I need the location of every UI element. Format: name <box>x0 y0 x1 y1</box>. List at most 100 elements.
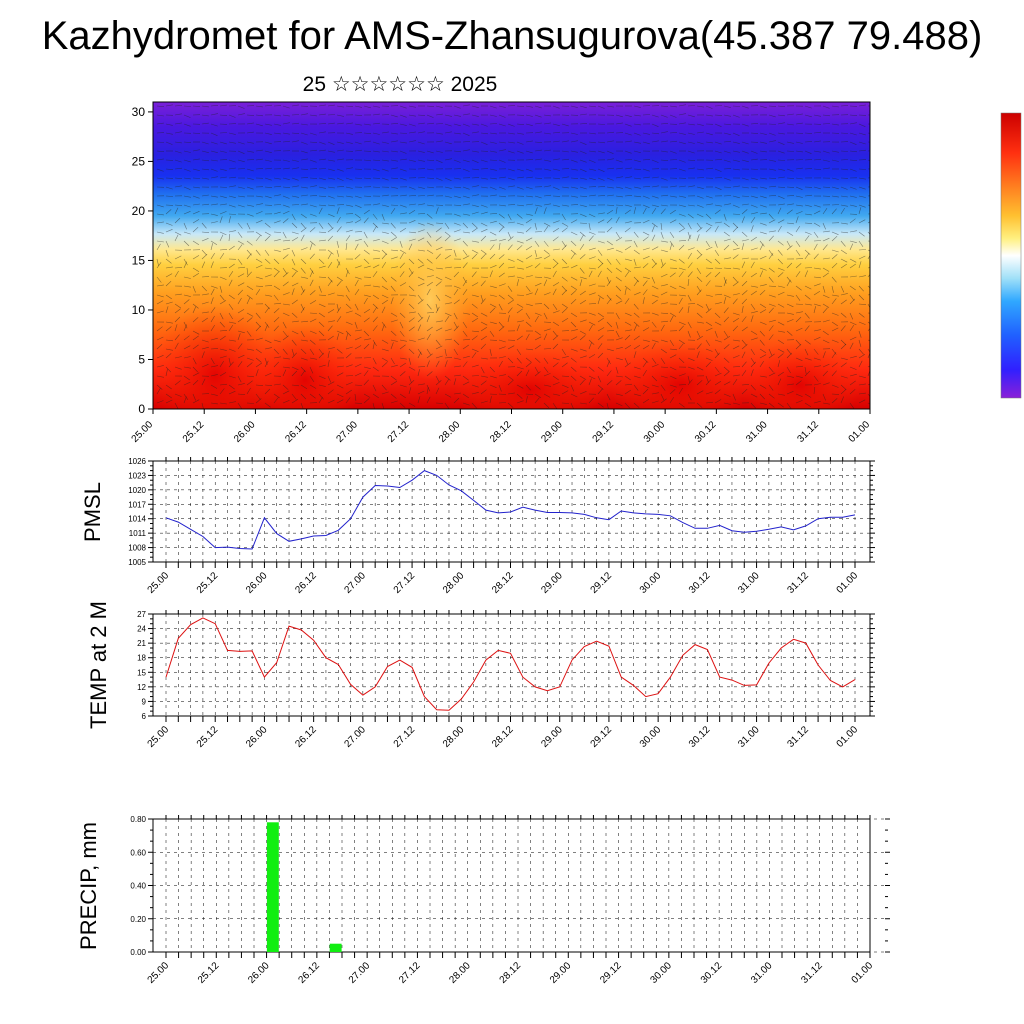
temp-x-tick-label: 30.12 <box>687 724 713 750</box>
heatmap-x-tick-label: 27.12 <box>386 419 412 445</box>
heatmap-y-tick-label: 10 <box>132 303 146 317</box>
precip-bar <box>266 822 279 952</box>
precip-x-tick-label: 25.12 <box>196 960 222 986</box>
precip-x-tick-label: 28.00 <box>447 960 473 986</box>
heatmap-y-tick-label: 20 <box>132 204 146 218</box>
heatmap-y-tick-label: 5 <box>138 352 145 366</box>
precip-x-tick-label: 27.12 <box>397 960 423 986</box>
pmsl-x-tick-label: 30.12 <box>687 570 713 596</box>
heatmap-x-tick-label: 30.00 <box>642 419 668 445</box>
heatmap-y-tick-label: 15 <box>132 253 146 267</box>
heatmap-x-tick-label: 28.12 <box>488 419 514 445</box>
pmsl-x-tick-label: 31.00 <box>736 570 762 596</box>
precip-x-tick-label: 30.12 <box>699 960 725 986</box>
pmsl-x-tick-label: 25.12 <box>195 570 221 596</box>
pmsl-axis-label: PMSL <box>80 482 105 542</box>
heatmap-x-tick-label: 26.12 <box>283 419 309 445</box>
heatmap-panel: 0 5 10 15 20 25 30 25.00 25.12 26.00 26.12 27.00 27.… <box>130 101 873 445</box>
temp-x-tick-label: 27.12 <box>392 724 418 750</box>
heatmap-x-tick-label: 27.00 <box>335 419 361 445</box>
temp-series-line <box>165 617 856 711</box>
temp-x-tick-label: 29.12 <box>589 724 615 750</box>
pmsl-x-tick-label: 26.00 <box>244 570 270 596</box>
temp-y-tick-label: 21 <box>137 639 146 648</box>
pmsl-y-tick-label: 1014 <box>128 515 146 524</box>
pmsl-x-tick-label: 29.12 <box>589 570 615 596</box>
temp-x-tick-label: 31.00 <box>736 724 762 750</box>
precip-x-tick-label: 29.00 <box>548 960 574 986</box>
heatmap-y-tick-label: 30 <box>132 105 146 119</box>
precip-x-tick-label: 26.12 <box>297 960 323 986</box>
pmsl-x-tick-label: 27.12 <box>392 570 418 596</box>
pmsl-y-tick-label: 1017 <box>128 500 146 509</box>
pmsl-x-tick-label: 26.12 <box>293 570 319 596</box>
precip-x-tick-label: 29.12 <box>598 960 624 986</box>
pmsl-x-tick-label: 28.12 <box>490 570 516 596</box>
precip-x-tick-label: 25.00 <box>146 960 172 986</box>
pmsl-series-line <box>165 470 856 550</box>
heatmap-x-tick-label: 28.00 <box>437 419 463 445</box>
temp-y-tick-label: 24 <box>137 625 146 634</box>
pmsl-x-tick-label: 28.00 <box>441 570 467 596</box>
heatmap-x-tick-label: 31.00 <box>744 419 770 445</box>
heatmap-x-tick-label: 29.12 <box>591 419 617 445</box>
temp-x-tick-label: 28.00 <box>441 724 467 750</box>
temp-x-tick-label: 26.00 <box>244 724 270 750</box>
heatmap-y-tick-label: 0 <box>138 402 145 416</box>
temp-x-tick-label: 30.00 <box>638 724 664 750</box>
temp-x-tick-label: 29.00 <box>539 724 565 750</box>
page-title: Kazhydromet for AMS-Zhansugurova(45.387 … <box>41 14 983 58</box>
precip-x-tick-label: 28.12 <box>498 960 524 986</box>
precip-x-tick-label: 30.00 <box>649 960 675 986</box>
heatmap-x-tick-label: 25.12 <box>181 419 207 445</box>
heatmap-x-tick-label: 01.00 <box>847 419 873 445</box>
temp-x-tick-label: 27.00 <box>343 724 369 750</box>
wind-barbs <box>156 104 870 409</box>
pmsl-y-tick-label: 1020 <box>128 486 146 495</box>
pmsl-x-tick-label: 01.00 <box>835 570 861 596</box>
heatmap-x-tick-label: 26.00 <box>232 419 258 445</box>
temp-y-tick-label: 9 <box>142 697 147 706</box>
pmsl-y-tick-label: 1026 <box>128 457 146 466</box>
pmsl-panel: 1005 1008 1011 1014 1017 1020 1023 1026 25.00 25.… <box>80 457 875 596</box>
precip-panel: 0.00 0.20 0.40 0.60 0.80 25.00 25.12 26.00 26.12… <box>76 815 890 986</box>
pmsl-x-tick-label: 27.00 <box>343 570 369 596</box>
temp-panel: 6 9 12 15 18 21 24 27 25.00 25.12 26.00 26.12 27.00 2… <box>86 601 875 750</box>
temp-y-tick-label: 18 <box>137 654 146 663</box>
pmsl-y-tick-label: 1008 <box>128 544 146 553</box>
pmsl-x-tick-label: 31.12 <box>785 570 811 596</box>
precip-y-tick-label: 0.60 <box>130 848 146 857</box>
colorbar <box>1000 112 1022 399</box>
precip-x-tick-label: 26.00 <box>246 960 272 986</box>
temp-x-tick-label: 26.12 <box>293 724 319 750</box>
temp-x-tick-label: 25.00 <box>146 724 172 750</box>
temp-axis-label: TEMP at 2 M <box>86 601 111 729</box>
heatmap-x-tick-label: 29.00 <box>539 419 565 445</box>
temp-x-tick-label: 25.12 <box>195 724 221 750</box>
page-subtitle: 25 ☆☆☆☆☆☆ 2025 <box>302 73 498 96</box>
heatmap-y-tick-label: 25 <box>132 154 146 168</box>
precip-y-tick-label: 0.80 <box>130 815 146 824</box>
pmsl-y-tick-label: 1011 <box>129 529 147 538</box>
temp-y-tick-label: 15 <box>137 668 146 677</box>
precip-x-tick-label: 27.00 <box>347 960 373 986</box>
precip-y-tick-label: 0.40 <box>130 882 146 891</box>
pmsl-y-tick-label: 1023 <box>128 471 146 480</box>
pmsl-x-tick-label: 29.00 <box>539 570 565 596</box>
pmsl-x-tick-label: 25.00 <box>146 570 172 596</box>
temp-y-tick-label: 27 <box>137 610 146 619</box>
precip-x-tick-label: 31.00 <box>749 960 775 986</box>
heatmap-x-tick-label: 25.00 <box>130 419 156 445</box>
pmsl-x-tick-label: 30.00 <box>638 570 664 596</box>
heatmap-x-tick-label: 30.12 <box>693 419 719 445</box>
precip-y-tick-label: 0.20 <box>130 915 146 924</box>
temp-x-tick-label: 01.00 <box>835 724 861 750</box>
precip-y-tick-label: 0.00 <box>130 948 146 957</box>
temp-y-tick-label: 6 <box>142 712 147 721</box>
temp-y-tick-label: 12 <box>137 683 146 692</box>
precip-axis-label: PRECIP, mm <box>76 822 101 950</box>
temp-x-tick-label: 31.12 <box>785 724 811 750</box>
precip-x-tick-label: 01.00 <box>850 960 876 986</box>
precip-bar <box>329 943 342 952</box>
